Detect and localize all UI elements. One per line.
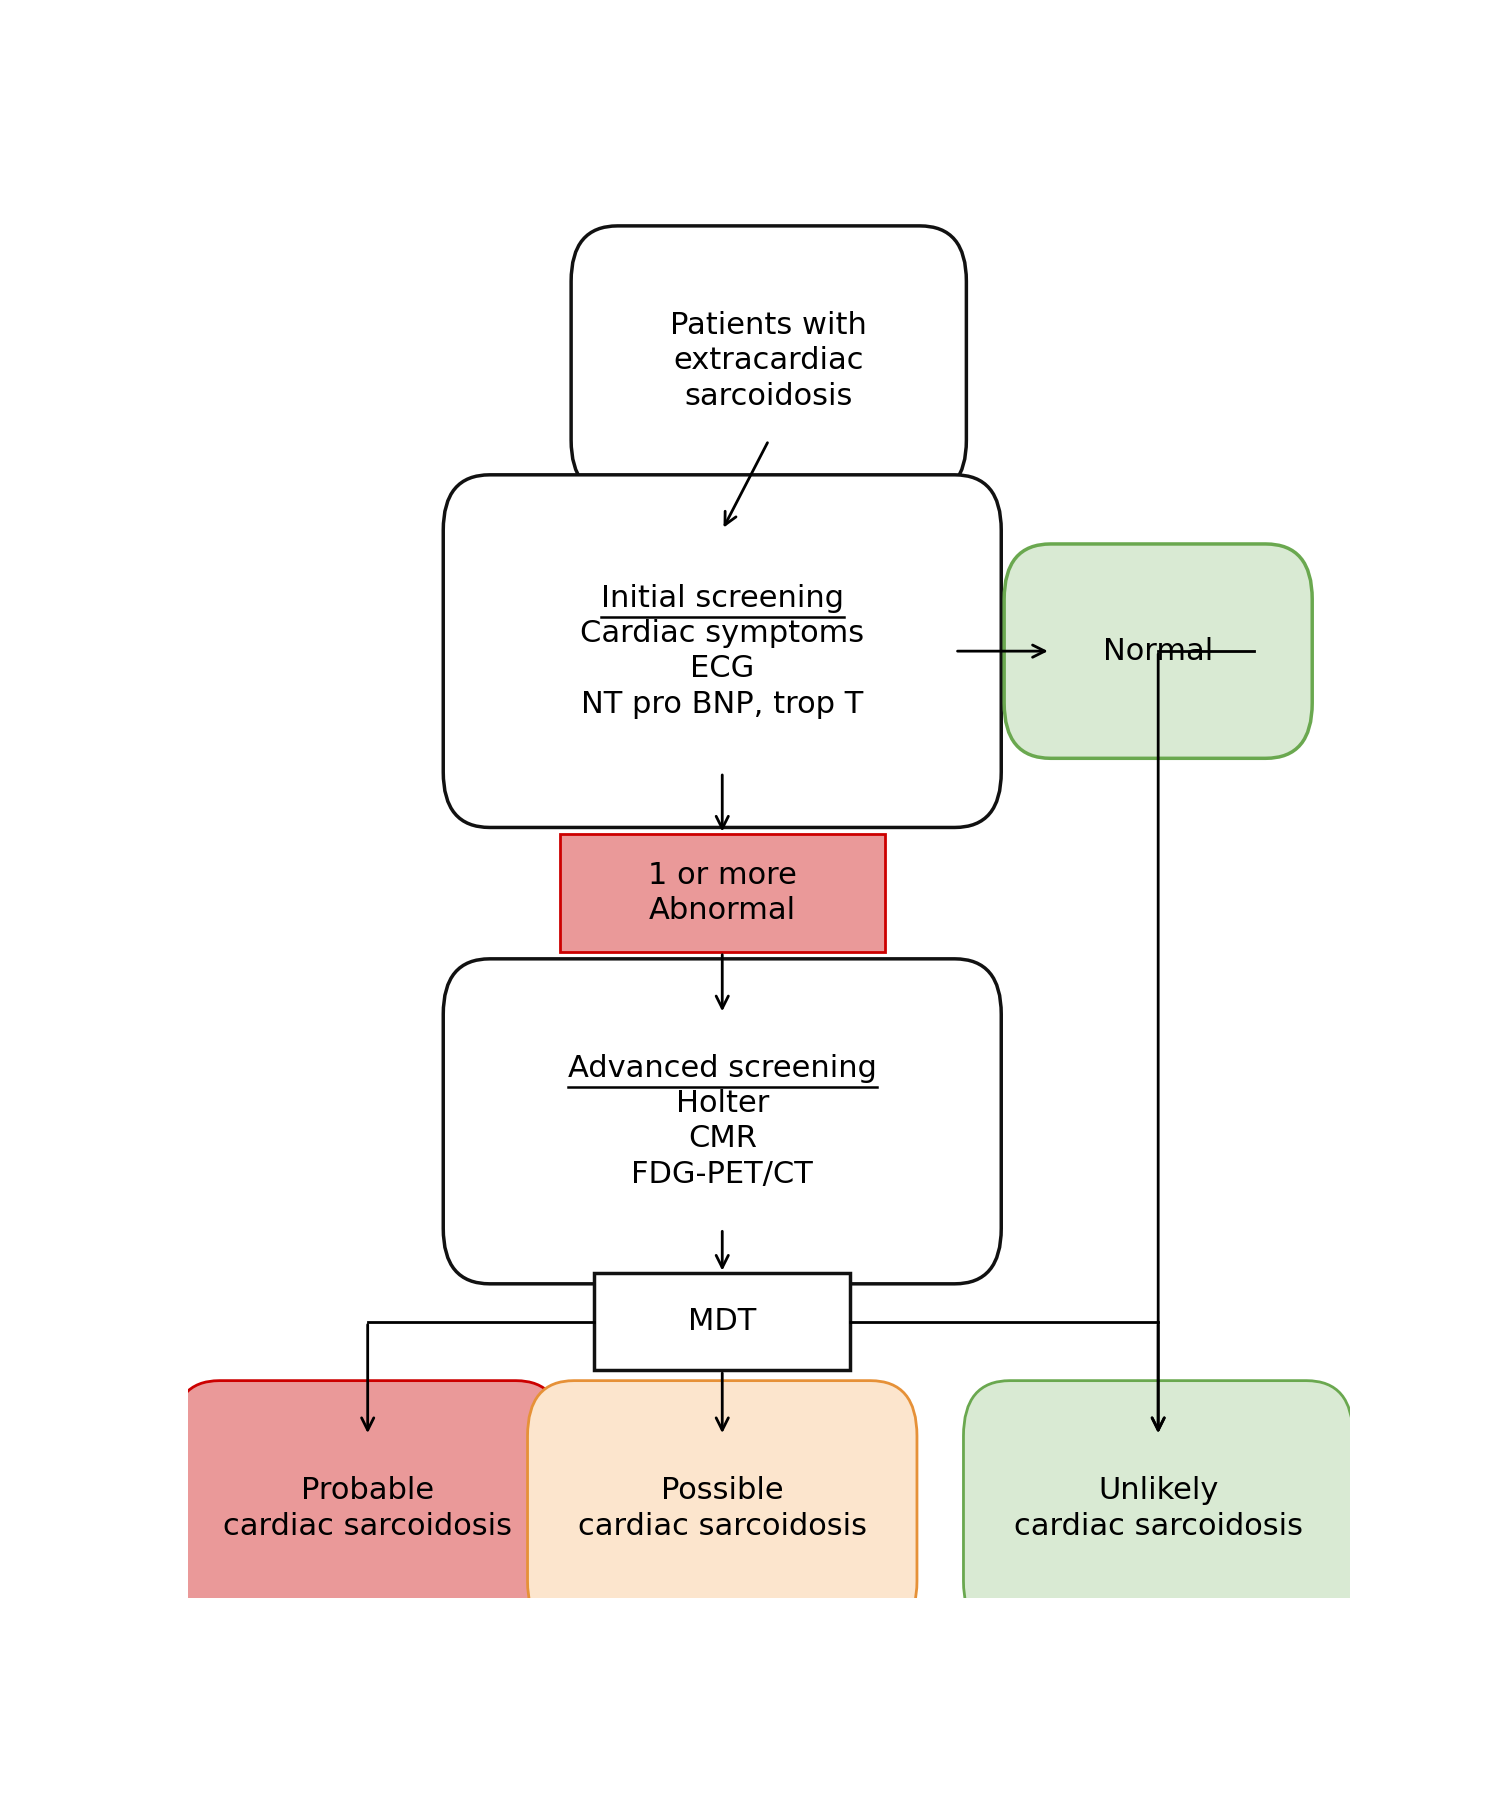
- FancyBboxPatch shape: [444, 474, 1002, 828]
- Text: CMR: CMR: [687, 1124, 756, 1153]
- Text: cardiac sarcoidosis: cardiac sarcoidosis: [578, 1512, 867, 1541]
- Text: MDT: MDT: [688, 1307, 756, 1336]
- FancyBboxPatch shape: [963, 1381, 1353, 1636]
- FancyBboxPatch shape: [528, 1381, 916, 1636]
- Text: Abnormal: Abnormal: [648, 896, 796, 925]
- Text: cardiac sarcoidosis: cardiac sarcoidosis: [224, 1512, 512, 1541]
- FancyBboxPatch shape: [444, 959, 1002, 1284]
- Text: Initial screening: Initial screening: [600, 584, 843, 612]
- Text: sarcoidosis: sarcoidosis: [684, 381, 853, 411]
- Text: FDG-PET/CT: FDG-PET/CT: [632, 1160, 813, 1189]
- Text: Holter: Holter: [675, 1088, 770, 1119]
- FancyBboxPatch shape: [594, 1273, 850, 1370]
- FancyBboxPatch shape: [1004, 544, 1312, 758]
- Text: Cardiac symptoms: Cardiac symptoms: [580, 620, 864, 648]
- Text: Normal: Normal: [1102, 636, 1214, 666]
- Text: 1 or more: 1 or more: [648, 860, 796, 891]
- Text: Advanced screening: Advanced screening: [568, 1054, 876, 1083]
- Text: cardiac sarcoidosis: cardiac sarcoidosis: [1014, 1512, 1302, 1541]
- Text: ECG: ECG: [690, 654, 754, 682]
- Text: extracardiac: extracardiac: [674, 347, 864, 375]
- Text: NT pro BNP, trop T: NT pro BNP, trop T: [580, 690, 864, 718]
- Text: Probable: Probable: [302, 1476, 435, 1505]
- Text: Patients with: Patients with: [670, 311, 867, 339]
- FancyBboxPatch shape: [172, 1381, 562, 1636]
- FancyBboxPatch shape: [560, 835, 885, 952]
- Text: Possible: Possible: [662, 1476, 783, 1505]
- Text: Unlikely: Unlikely: [1098, 1476, 1218, 1505]
- FancyBboxPatch shape: [572, 226, 966, 496]
